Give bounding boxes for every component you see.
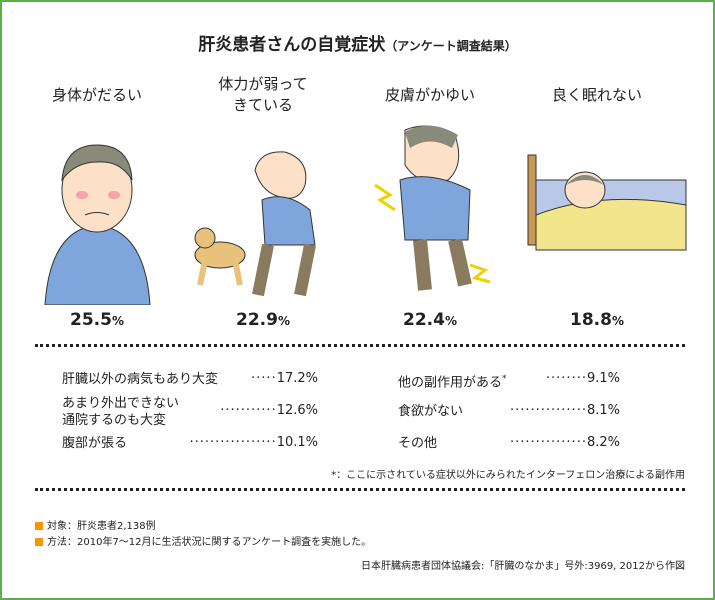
value: 25.5 <box>70 310 112 330</box>
leader-dots: ··············· <box>509 403 587 418</box>
other-label: その他 <box>398 436 438 451</box>
other-label: あまり外出できない 通院するのも大変 <box>62 395 179 429</box>
unit: % <box>277 314 290 328</box>
value: 10.1% <box>276 435 318 450</box>
dotted-divider <box>35 488 685 491</box>
value: 8.2% <box>586 435 620 450</box>
other-value: ···········12.6% <box>180 403 318 418</box>
symptom-label-weakness: 体力が弱って きている <box>183 74 343 116</box>
leader-dots: ··········· <box>220 403 277 418</box>
value: 9.1% <box>586 371 620 386</box>
bullet-square-icon <box>35 522 43 530</box>
label: 他の副作用がある <box>398 375 503 391</box>
value: 18.8 <box>570 310 612 330</box>
other-value: ·················10.1% <box>150 435 318 450</box>
other-label: 他の副作用がある* <box>398 371 507 391</box>
subjects-note: 対象：肝炎患者2,138例 <box>35 517 156 532</box>
symptom-label-fatigue: 身体がだるい <box>51 86 142 104</box>
other-label: 肝臓以外の病気もあり大変 <box>62 372 219 387</box>
sleepless-man-in-bed-illustration <box>527 154 687 251</box>
asterisk: * <box>502 374 507 384</box>
other-value: ········9.1% <box>520 371 620 386</box>
percent-insomnia: 18.8% <box>517 310 677 330</box>
other-value: ···············8.2% <box>480 435 620 450</box>
percent-weakness: 22.9% <box>183 310 343 330</box>
source-citation: 日本肝臓病患者団体協議会:「肝臓のなかま」号外:3969, 2012から作図 <box>361 561 685 572</box>
label-line1: あまり外出できない <box>62 396 180 411</box>
tired-man-illustration <box>44 144 151 305</box>
value: 22.9 <box>236 310 278 330</box>
bullet-square-icon <box>35 538 43 546</box>
unit: % <box>611 314 624 328</box>
title-text: 肝炎患者さんの自覚症状 <box>198 35 386 55</box>
text: 方法：2010年7～12月に生活状況に関するアンケート調査を実施した。 <box>47 537 372 548</box>
leader-dots: ··············· <box>509 435 587 450</box>
page-title: 肝炎患者さんの自覚症状（アンケート調査結果） <box>0 30 715 55</box>
other-label: 腹部が張る <box>62 436 128 451</box>
unit: % <box>444 314 457 328</box>
value: 12.6% <box>276 403 318 418</box>
percent-fatigue: 25.5% <box>17 310 177 330</box>
itching-man-illustration <box>374 125 491 291</box>
other-value: ···············8.1% <box>480 403 620 418</box>
leader-dots: ················· <box>189 435 277 450</box>
label-line2: きている <box>232 96 293 114</box>
illustrations <box>44 125 687 305</box>
dotted-divider <box>35 344 685 347</box>
percent-itch: 22.4% <box>350 310 510 330</box>
symptom-label-insomnia: 良く眠れない <box>551 86 642 104</box>
footnote: *：ここに示されている症状以外にみられたインターフェロン治療による副作用 <box>331 470 685 481</box>
value: 17.2% <box>276 371 318 386</box>
label-line2: 通院するのも大変 <box>62 413 167 428</box>
method-note: 方法：2010年7～12月に生活状況に関するアンケート調査を実施した。 <box>35 533 371 548</box>
unit: % <box>111 314 124 328</box>
leader-dots: ····· <box>251 371 277 386</box>
symptom-label-itch: 皮膚がかゆい <box>384 86 475 104</box>
leader-dots: ········ <box>545 371 587 386</box>
value: 22.4 <box>403 310 445 330</box>
value: 8.1% <box>586 403 620 418</box>
other-label: 食欲がない <box>398 404 464 419</box>
subtitle: （アンケート調査結果） <box>385 39 517 53</box>
label-line1: 体力が弱って <box>218 75 308 93</box>
text: 対象：肝炎患者2,138例 <box>47 521 156 532</box>
weak-man-with-dog-illustration <box>194 151 316 297</box>
other-value: ·····17.2% <box>230 371 318 386</box>
